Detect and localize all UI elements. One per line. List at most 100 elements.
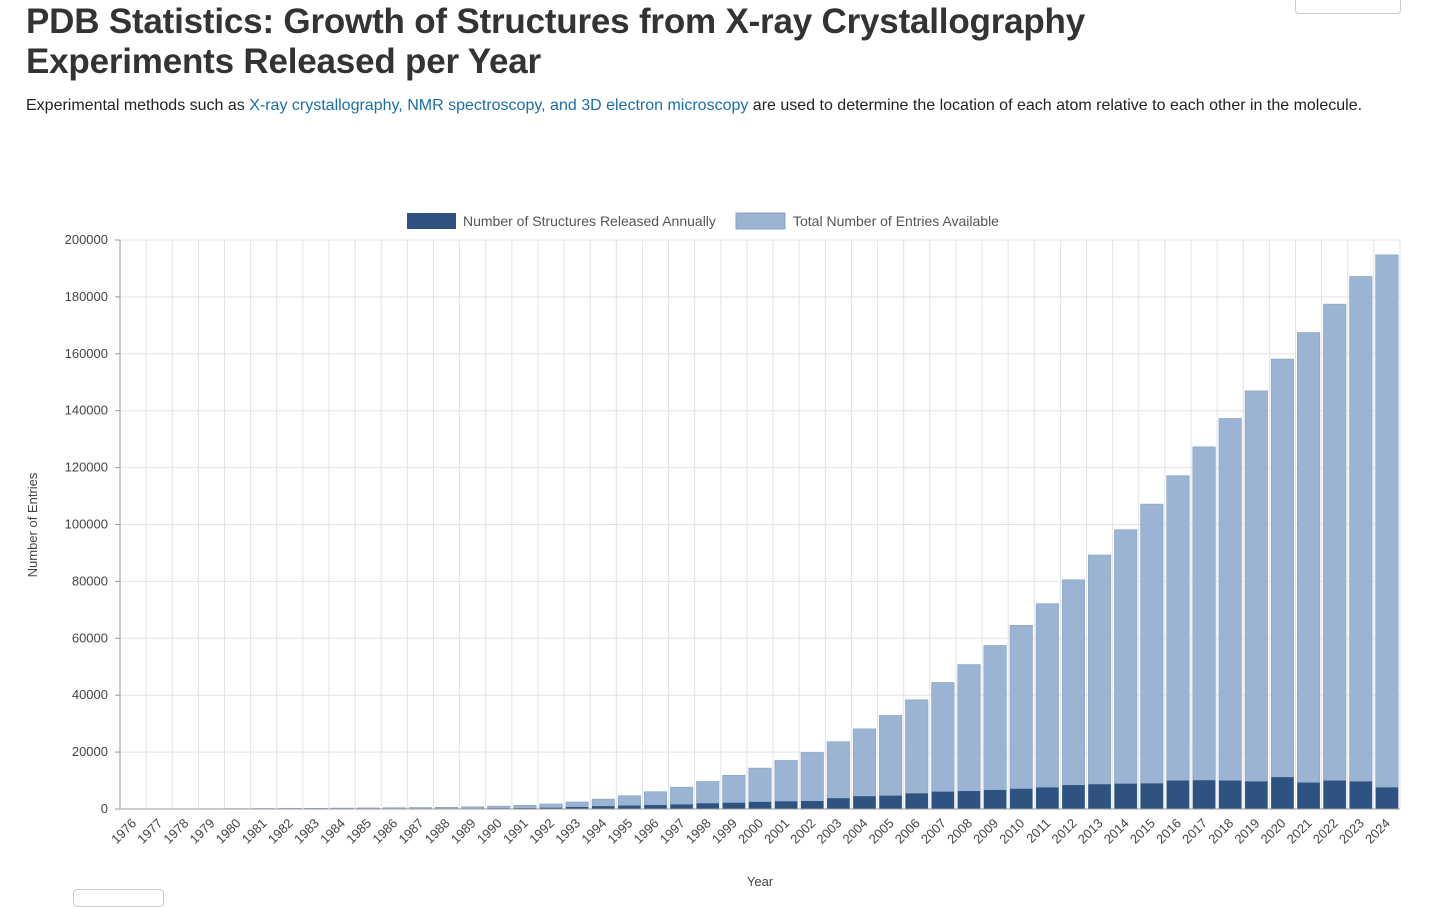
total-entries-bar xyxy=(984,645,1006,809)
annual-release-bar xyxy=(670,804,692,809)
annual-release-bar xyxy=(932,792,954,809)
x-tick-label: 1977 xyxy=(134,816,165,847)
annual-release-bar xyxy=(723,803,745,809)
total-entries-bar xyxy=(1010,625,1032,809)
x-tick-label: 2005 xyxy=(866,816,897,847)
top-right-button[interactable] xyxy=(1295,0,1401,14)
x-tick-label: 2019 xyxy=(1231,816,1262,847)
legend-swatch xyxy=(736,213,785,229)
intro-paragraph: Experimental methods such as X-ray cryst… xyxy=(26,94,1396,118)
annual-release-bar xyxy=(1088,784,1110,809)
total-entries-bar xyxy=(1350,277,1372,809)
annual-release-bar xyxy=(1010,789,1032,809)
legend[interactable]: Number of Structures Released Annually To… xyxy=(407,213,999,229)
x-tick-label: 2021 xyxy=(1284,816,1315,847)
x-tick-label: 2023 xyxy=(1336,816,1367,847)
x-tick-label: 2024 xyxy=(1362,816,1393,847)
total-entries-bar xyxy=(906,700,928,809)
annual-release-bar xyxy=(827,798,849,809)
x-tick-label: 2022 xyxy=(1310,816,1341,847)
total-entries-bar xyxy=(1167,476,1189,809)
x-tick-label: 1978 xyxy=(160,816,191,847)
x-tick-label: 1995 xyxy=(604,816,635,847)
y-tick-label: 40000 xyxy=(72,687,108,702)
x-tick-label: 1985 xyxy=(343,816,374,847)
x-tick-label: 2011 xyxy=(1023,816,1053,846)
x-tick-label: 2012 xyxy=(1049,816,1080,847)
x-tick-label: 1989 xyxy=(448,816,479,847)
x-tick-label: 2016 xyxy=(1153,816,1184,847)
annual-release-bar xyxy=(1219,781,1241,809)
legend-swatch xyxy=(407,213,456,229)
bar-chart: 0200004000060000800001000001200001400001… xyxy=(0,200,1456,890)
x-tick-label: 1996 xyxy=(631,816,662,847)
y-tick-label: 20000 xyxy=(72,744,108,759)
x-tick-label: 2013 xyxy=(1075,816,1106,847)
total-entries-bar xyxy=(1323,304,1345,809)
annual-release-bar xyxy=(1036,787,1058,809)
x-tick-label: 1982 xyxy=(265,816,296,847)
total-entries-bar xyxy=(1376,255,1398,809)
total-entries-bar xyxy=(1088,555,1110,809)
x-tick-label: 1976 xyxy=(108,816,139,847)
methods-link[interactable]: X-ray crystallography, NMR spectroscopy,… xyxy=(249,97,748,114)
x-tick-label: 2004 xyxy=(840,816,871,847)
x-tick-label: 1988 xyxy=(422,816,453,847)
annual-release-bar xyxy=(1297,783,1319,809)
y-tick-label: 160000 xyxy=(65,346,108,361)
x-tick-label: 1983 xyxy=(291,816,322,847)
annual-release-bar xyxy=(1323,781,1345,809)
total-entries-bar xyxy=(879,715,901,809)
x-tick-label: 2007 xyxy=(918,816,949,847)
annual-release-bar xyxy=(853,796,875,809)
x-tick-label: 2006 xyxy=(892,816,923,847)
y-tick-label: 60000 xyxy=(72,630,108,645)
annual-release-bar xyxy=(697,803,719,809)
total-entries-bar xyxy=(1297,333,1319,809)
y-tick-label: 100000 xyxy=(65,517,108,532)
x-tick-label: 1999 xyxy=(709,816,740,847)
page-title: PDB Statistics: Growth of Structures fro… xyxy=(26,2,1146,82)
legend-label: Total Number of Entries Available xyxy=(793,213,999,229)
annual-release-bar xyxy=(1193,780,1215,809)
annual-release-bar xyxy=(618,806,640,809)
total-entries-bar xyxy=(958,665,980,809)
total-entries-bar xyxy=(1245,391,1267,809)
x-tick-label: 2020 xyxy=(1258,816,1289,847)
annual-release-bar xyxy=(906,793,928,809)
x-tick-label: 2010 xyxy=(996,816,1027,847)
y-tick-label: 200000 xyxy=(65,232,108,247)
x-tick-label: 1987 xyxy=(395,816,426,847)
annual-release-bar xyxy=(801,801,823,809)
intro-text-before: Experimental methods such as xyxy=(26,97,249,114)
total-entries-bar xyxy=(801,752,823,809)
y-axis-label: Number of Entries xyxy=(25,472,40,577)
annual-release-bar xyxy=(1245,781,1267,809)
bottom-control[interactable] xyxy=(73,889,164,907)
total-entries-bar xyxy=(1219,418,1241,809)
total-entries-bar xyxy=(1062,580,1084,809)
annual-release-bar xyxy=(1062,785,1084,809)
total-entries-bar xyxy=(1114,530,1136,809)
total-entries-bar xyxy=(1271,359,1293,809)
total-entries-bar xyxy=(1193,447,1215,809)
y-tick-label: 0 xyxy=(101,801,108,816)
x-tick-label: 2008 xyxy=(944,816,975,847)
x-tick-label: 2000 xyxy=(735,816,766,847)
annual-release-bar xyxy=(1141,783,1163,809)
intro-text-after: are used to determine the location of ea… xyxy=(748,97,1362,114)
y-tick-label: 180000 xyxy=(65,289,108,304)
x-tick-label: 1993 xyxy=(552,816,583,847)
x-axis-label: Year xyxy=(747,874,774,889)
y-tick-label: 140000 xyxy=(65,403,108,418)
x-tick-label: 1992 xyxy=(526,816,557,847)
x-tick-label: 1979 xyxy=(186,816,217,847)
annual-release-bar xyxy=(1114,784,1136,809)
legend-label: Number of Structures Released Annually xyxy=(463,213,716,229)
annual-release-bar xyxy=(749,802,771,809)
total-entries-bar xyxy=(932,682,954,809)
x-tick-label: 2001 xyxy=(761,816,792,847)
y-tick-label: 120000 xyxy=(65,460,108,475)
annual-release-bar xyxy=(775,801,797,809)
x-tick-label: 1998 xyxy=(683,816,714,847)
